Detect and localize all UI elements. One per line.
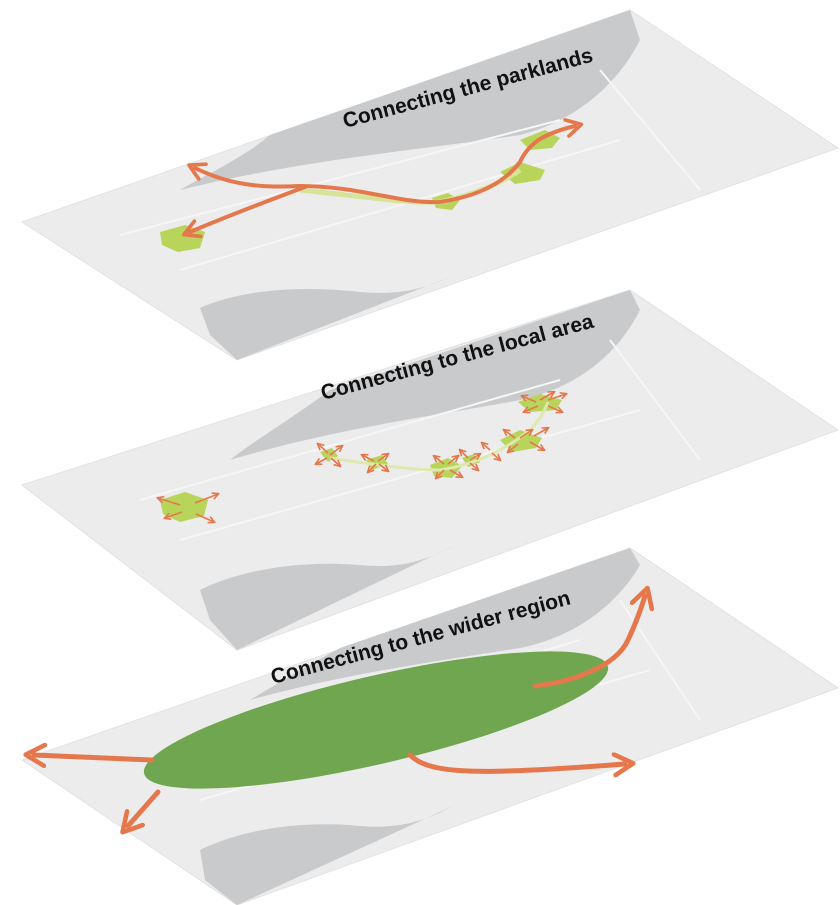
local-arrow — [449, 469, 462, 477]
regional-arrow — [128, 789, 161, 826]
local-arrow — [447, 456, 458, 465]
local-connection-arrows — [158, 392, 566, 522]
lake-shore — [230, 290, 640, 460]
local-arrow — [504, 430, 516, 439]
layer-local-area: Connecting to the local area — [20, 289, 840, 651]
road-line — [139, 339, 701, 541]
local-arrow — [316, 457, 328, 464]
local-arrow — [377, 454, 388, 462]
bay-water — [200, 805, 455, 905]
local-arrow — [165, 511, 183, 518]
local-arrow — [194, 494, 218, 504]
local-arrow — [524, 405, 539, 412]
connection-arrow — [195, 126, 575, 205]
local-arrow — [547, 405, 562, 412]
connection-arrow — [190, 185, 307, 232]
bay-water — [200, 545, 455, 650]
local-arrow — [508, 443, 519, 452]
local-arrow — [329, 446, 342, 456]
local-arrow — [330, 457, 340, 466]
region-zone — [143, 651, 609, 789]
layer-parklands: Connecting the parklands — [20, 9, 840, 361]
local-arrow — [529, 441, 544, 450]
local-arrow — [469, 454, 480, 461]
local-arrow — [362, 455, 375, 462]
local-arrow — [533, 428, 548, 437]
local-arrow — [519, 430, 532, 439]
regional-arrow — [407, 755, 625, 771]
regional-arrow — [34, 755, 155, 760]
local-arrow — [460, 450, 469, 459]
local-arrow — [491, 452, 500, 460]
local-arrow — [547, 394, 566, 401]
local-arrow — [158, 498, 181, 506]
local-arrow — [368, 463, 377, 472]
regional-arrow — [532, 596, 645, 689]
local-arrow — [482, 443, 491, 451]
local-arrow — [318, 444, 329, 454]
bay-water — [200, 275, 455, 360]
map-plane — [20, 9, 840, 361]
local-arrow — [469, 462, 478, 470]
local-arrow — [436, 469, 445, 478]
local-arrow — [195, 513, 214, 522]
local-arrow — [434, 456, 445, 465]
lake-shore — [250, 548, 640, 700]
local-arrow — [378, 463, 388, 471]
local-arrow — [539, 392, 554, 401]
layer-wider-region: Connecting to the wider region — [20, 547, 840, 905]
local-arrow — [522, 396, 537, 403]
